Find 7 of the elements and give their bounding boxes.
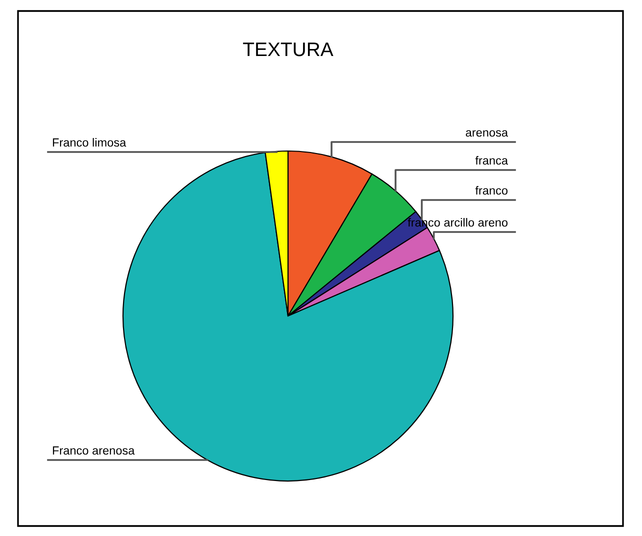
chart-title: TEXTURA	[243, 42, 334, 56]
slice-label: arenosa	[466, 130, 508, 137]
slice-label: franco	[475, 186, 508, 195]
slice-label: Franco arenosa	[52, 446, 135, 455]
slice-label: franca	[475, 156, 508, 165]
slice-label: franco arcillo areno	[408, 218, 508, 227]
slice-label: Franco limosa	[52, 138, 126, 147]
